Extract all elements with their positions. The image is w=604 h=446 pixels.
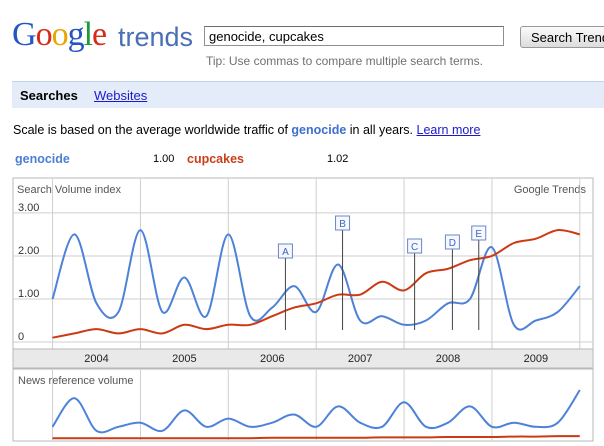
annotation-label[interactable]: C: [411, 242, 418, 253]
series-line-cupcakes: [52, 229, 581, 339]
y-tick-label: 0: [18, 331, 24, 343]
logo-letter-g1: G: [12, 16, 37, 53]
logo-letter-e: e: [92, 16, 107, 53]
series-line-genocide: [51, 229, 581, 331]
x-tick-label: 2005: [172, 353, 196, 365]
google-logo[interactable]: Google: [12, 16, 107, 53]
news-volume-grid: [52, 370, 493, 440]
logo-letter-g2: g: [67, 16, 85, 53]
search-volume-title: Search Volume index: [17, 184, 121, 196]
scale-note-keyword: genocide: [291, 123, 347, 137]
legend-value-genocide: 1.00: [153, 153, 175, 165]
annotation-flag[interactable]: [407, 238, 423, 254]
logo-letter-o2: o: [51, 16, 69, 53]
annotation-flag[interactable]: [277, 243, 293, 259]
search-input[interactable]: [204, 26, 504, 46]
search-volume-lines: [51, 229, 581, 339]
news-volume-title: News reference volume: [18, 375, 134, 387]
google-trends-watermark: Google Trends: [514, 184, 587, 196]
search-tip: Tip: Use commas to compare multiple sear…: [206, 54, 483, 68]
tab-websites[interactable]: Websites: [94, 88, 148, 103]
x-tick-label: 2009: [524, 353, 548, 365]
scale-note-prefix: Scale is based on the average worldwide …: [13, 123, 288, 137]
x-tick-label: 2007: [348, 353, 372, 365]
y-tick-label: 3.00: [18, 202, 39, 214]
annotation-flag[interactable]: [471, 225, 487, 241]
search-volume-frame: [12, 177, 594, 369]
logo-letter-o1: o: [35, 16, 53, 53]
x-axis-labels: 2004 2005 2006 2007 2008 2009: [84, 353, 548, 365]
x-tick-label: 2008: [436, 353, 460, 365]
y-axis-ticks: 0 1.00 2.00 3.00: [18, 202, 39, 343]
tab-searches[interactable]: Searches: [20, 88, 78, 103]
annotation-label[interactable]: A: [282, 247, 289, 258]
annotation-label[interactable]: B: [339, 219, 346, 230]
logo-letter-l: l: [83, 16, 94, 53]
annotation-flag[interactable]: [335, 215, 351, 231]
news-volume-lines: [51, 389, 581, 440]
annotation-label[interactable]: D: [449, 238, 456, 249]
scale-note-suffix: in all years.: [349, 123, 414, 137]
legend-term-cupcakes[interactable]: cupcakes: [187, 152, 244, 166]
x-tick-label: 2004: [84, 353, 108, 365]
news-line-genocide: [51, 389, 581, 434]
product-name: trends: [118, 22, 194, 52]
annotation-label[interactable]: E: [475, 229, 482, 240]
y-tick-label: 1.00: [18, 288, 39, 300]
legend-term-genocide[interactable]: genocide: [15, 152, 70, 166]
news-annotations: A B C D E: [277, 215, 487, 330]
news-volume-frame: [12, 368, 594, 442]
search-button[interactable]: Search Trends: [520, 26, 604, 48]
annotation-flag[interactable]: [444, 234, 460, 250]
y-tick-label: 2.00: [18, 245, 39, 257]
tab-bar: Searches Websites: [12, 81, 604, 108]
scale-note: Scale is based on the average worldwide …: [13, 123, 480, 137]
x-tick-label: 2006: [260, 353, 284, 365]
legend-value-cupcakes: 1.02: [327, 153, 349, 165]
news-line-cupcakes: [52, 435, 580, 440]
x-axis-band: [12, 348, 594, 369]
learn-more-link[interactable]: Learn more: [416, 123, 481, 137]
